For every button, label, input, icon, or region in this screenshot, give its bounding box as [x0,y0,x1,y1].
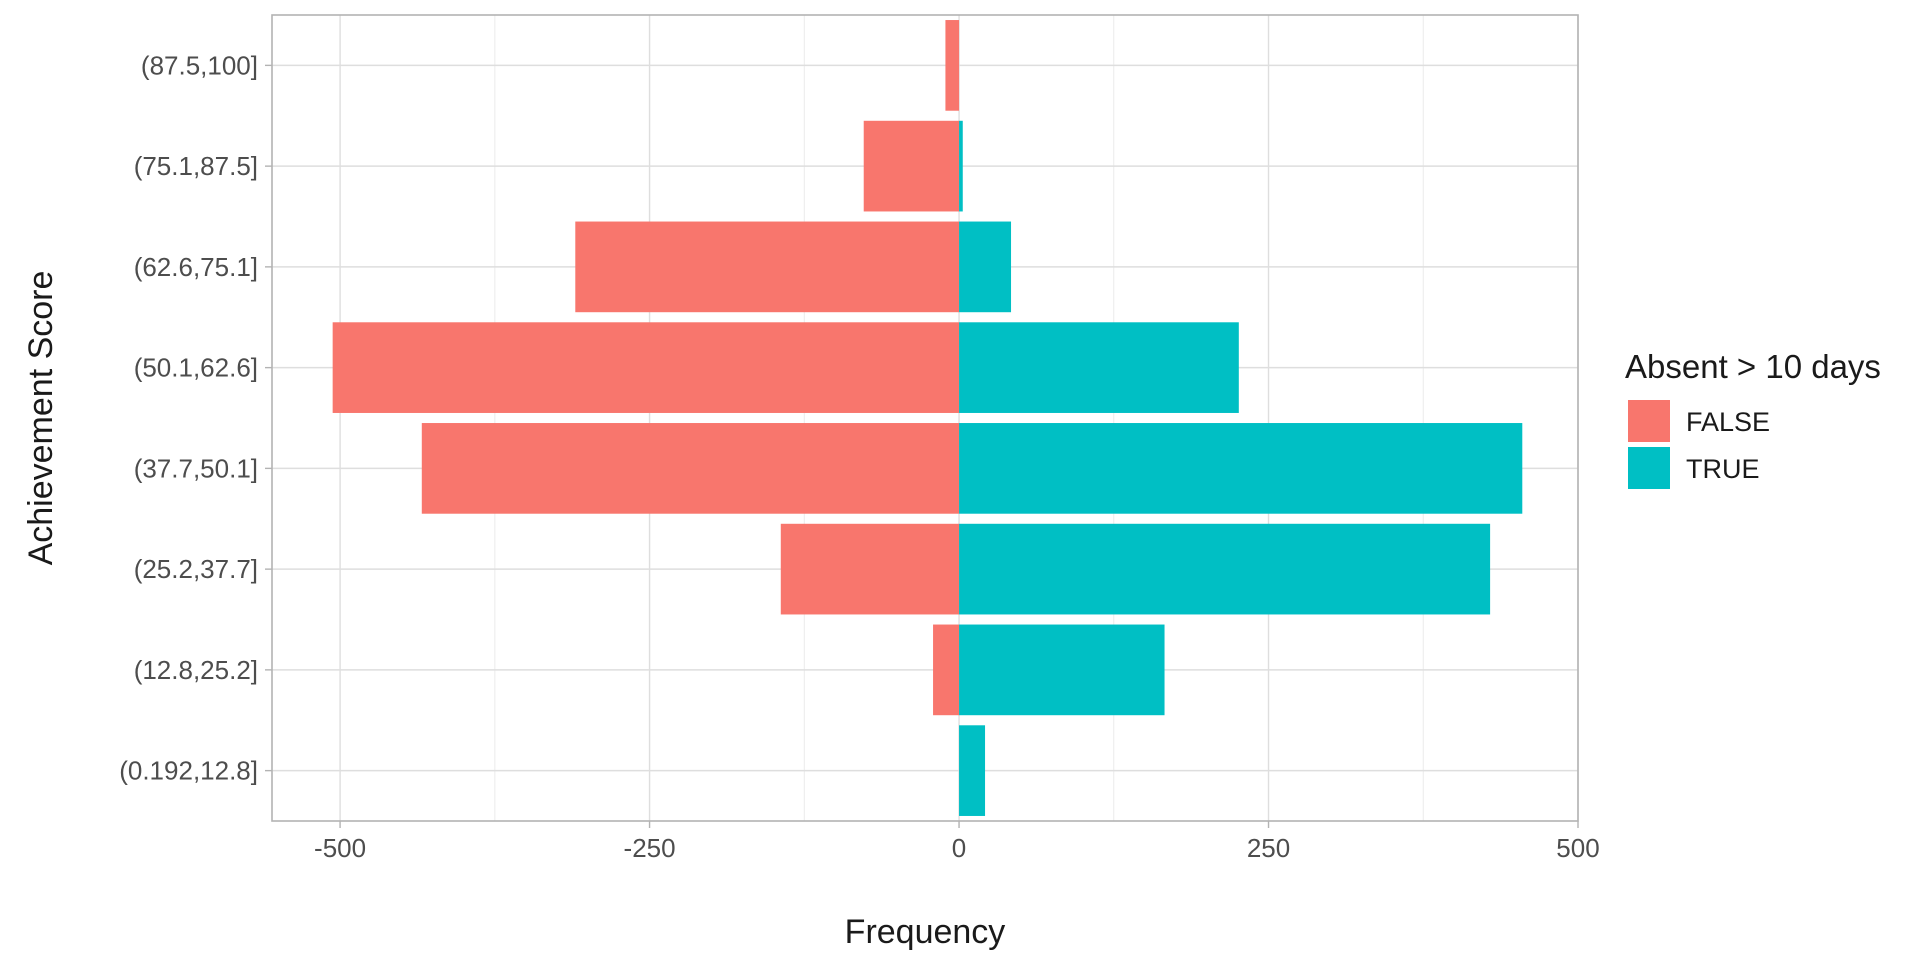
bar-true-0 [959,725,986,816]
bar-false-3 [421,423,960,514]
bar-false-6 [863,120,960,212]
legend-title: Absent > 10 days [1625,348,1881,385]
legend: Absent > 10 days FALSE TRUE [1625,348,1881,489]
x-tick-label: 0 [952,833,966,863]
bar-true-3 [959,423,1523,514]
legend-items: FALSE TRUE [1628,400,1770,489]
bar-true-2 [959,523,1491,615]
x-tick-label: -500 [314,833,366,863]
y-tick-label: (25.2,37.7] [134,554,258,584]
y-tick-label: (50.1,62.6] [134,353,258,383]
legend-swatch-true [1628,447,1670,489]
bar-false-7 [945,20,960,111]
bar-true-6 [959,120,963,212]
y-tick-label: (75.1,87.5] [134,151,258,181]
bar-false-4 [332,322,960,413]
y-tick-label: (0.192,12.8] [119,756,258,786]
y-tick-label: (12.8,25.2] [134,655,258,685]
plot-panel-border [271,14,1579,822]
bar-false-5 [575,221,960,313]
x-tick-label: 500 [1556,833,1599,863]
legend-label-false: FALSE [1686,407,1770,437]
y-tick-label: (87.5,100] [141,50,258,80]
axis-layer: -500 -250 0 250 500 (0.192,12.8] (12.8,25.2] (2… [119,50,1599,863]
bar-false-1 [933,624,960,716]
bar-true-1 [959,624,1165,716]
y-tick-label: (37.7,50.1] [134,453,258,483]
bar-true-4 [959,322,1239,413]
legend-label-true: TRUE [1686,454,1760,484]
bar-true-5 [959,221,1012,313]
x-axis-title: Frequency [845,913,1006,951]
y-tick-label: (62.6,75.1] [134,252,258,282]
bar-false-2 [780,523,960,615]
x-tick-label: 250 [1247,833,1290,863]
bar-layer [332,20,1523,816]
legend-swatch-false [1628,400,1670,442]
x-tick-label: -250 [624,833,676,863]
y-axis-title: Achievement Score [22,271,60,566]
